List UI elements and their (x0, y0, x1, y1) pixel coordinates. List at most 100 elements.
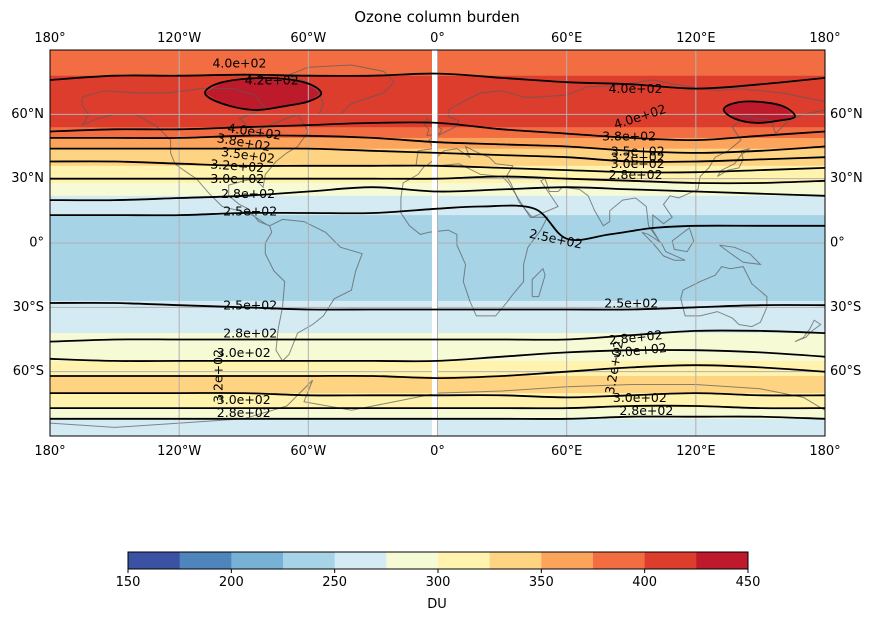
contour-line-300-13 (50, 404, 825, 410)
left-lat-label-3: 30°S (13, 300, 44, 315)
contour-line-400-1 (50, 121, 825, 142)
colorbar: 150 200 250 300 350 400 450 (116, 551, 761, 590)
bottom-lon-label-6: 180° (809, 444, 840, 459)
contour-line-layer (50, 72, 825, 420)
colorbar-tick-label-0: 150 (116, 575, 141, 590)
contour-label-11: 3.8e+02 (602, 128, 656, 143)
colorbar-swatch-10 (644, 552, 697, 569)
colorbar-tick-label-2: 250 (322, 575, 347, 590)
australia-coast (680, 266, 768, 328)
greenland-coast (285, 64, 396, 115)
colorbar-tick-label-1: 200 (219, 575, 244, 590)
contour-label-6: 3.0e+02 (210, 171, 264, 186)
bottom-lon-label-4: 60°E (551, 444, 582, 459)
top-lon-label-5: 120°E (676, 31, 716, 46)
contour-label-0: 4.0e+02 (212, 55, 266, 70)
contour-label-2: 4.0e+02 (227, 120, 283, 142)
contour-label-15: 2.8e+02 (609, 167, 663, 182)
contour-line-320-11 (50, 364, 825, 380)
colorbar-swatch-2 (231, 552, 284, 569)
contour-label-1: 4.2e+02 (245, 73, 299, 88)
colorbar-tick-label-5: 400 (632, 575, 657, 590)
right-lat-label-4: 60°S (830, 364, 861, 379)
bottom-lon-label-5: 120°E (676, 444, 716, 459)
contour-label-12: 3.5e+02 (611, 143, 665, 158)
contour-line-280-9 (50, 329, 825, 343)
colorbar-swatch-1 (179, 552, 232, 569)
plot-title: Ozone column burden (354, 8, 520, 26)
japan-coast (716, 148, 750, 177)
colorbar-tick-label-3: 300 (426, 575, 451, 590)
map-panel: 4.0e+024.2e+024.0e+023.8e+023.5e+023.2e+… (49, 49, 826, 437)
contour-label-18: 2.5e+02 (604, 296, 658, 311)
bottom-lon-label-2: 60°W (290, 444, 326, 459)
top-lon-label-4: 60°E (551, 31, 582, 46)
contour-label-26: 2.8e+02 (217, 405, 271, 420)
map-frame (49, 49, 826, 437)
contour-label-17: 2.5e+02 (223, 298, 277, 313)
right-lat-label-0: 60°N (830, 107, 863, 122)
colorbar-swatch-8 (541, 552, 594, 569)
colorbar-swatch-7 (489, 552, 542, 569)
north-america-coast (81, 88, 309, 227)
left-latitude-labels: 60°N 30°N 0° 30°S 60°S (11, 107, 44, 379)
contour-line-250-8 (50, 301, 825, 311)
colorbar-swatch-11 (696, 552, 749, 569)
right-lat-label-3: 30°S (830, 300, 861, 315)
left-lat-label-0: 60°N (11, 107, 44, 122)
africa-coast (400, 163, 549, 317)
contour-line-300-5 (50, 175, 825, 185)
contour-label-13: 3.2e+02 (611, 150, 665, 165)
top-lon-label-6: 180° (809, 31, 840, 46)
right-lat-label-2: 0° (830, 236, 845, 251)
contour-label-9: 4.0e+02 (609, 81, 663, 96)
contour-label-25: 3.0e+02 (217, 392, 271, 407)
colorbar-swatch-5 (386, 552, 439, 569)
contour-label-8: 2.5e+02 (223, 203, 277, 218)
left-lat-label-1: 30°N (11, 171, 44, 186)
left-lat-label-2: 0° (29, 236, 44, 251)
bottom-longitude-labels: 180° 120°W 60°W 0° 60°E 120°E 180° (34, 444, 840, 459)
contour-label-20: 3.0e+02 (217, 345, 271, 360)
bottom-lon-label-0: 180° (34, 444, 65, 459)
top-lon-label-0: 180° (34, 31, 65, 46)
colorbar-swatch-3 (283, 552, 336, 569)
top-lon-label-2: 60°W (290, 31, 326, 46)
south-america-coast (264, 218, 363, 362)
contour-label-14: 3.0e+02 (611, 156, 665, 171)
left-lat-label-4: 60°S (13, 364, 44, 379)
colorbar-tick-label-6: 450 (736, 575, 761, 590)
bottom-lon-label-1: 120°W (157, 444, 201, 459)
contour-label-7: 2.8e+02 (221, 186, 275, 201)
madagascar-coast (531, 267, 546, 298)
ozone-maximum-region-1 (723, 101, 795, 123)
contour-label-5: 3.2e+02 (210, 156, 265, 175)
contour-line-400-0 (50, 72, 825, 90)
contour-label-22: 3.0e+02 (612, 340, 667, 361)
borneo-coast (671, 227, 695, 253)
new-guinea-coast (719, 244, 762, 266)
new-zealand-coast (794, 319, 822, 343)
right-lat-label-1: 30°N (830, 171, 863, 186)
top-lon-label-3: 0° (430, 31, 445, 46)
cyclic-gap-line (432, 50, 437, 436)
contour-line-320-4 (50, 160, 825, 174)
contour-line-280-6 (50, 186, 825, 202)
top-lon-label-1: 120°W (157, 31, 201, 46)
contour-label-21: 2.8e+02 (608, 327, 663, 348)
contour-label-4: 3.5e+02 (220, 144, 276, 166)
contour-label-28: 2.8e+02 (619, 403, 673, 418)
indonesia-coast (641, 231, 686, 261)
contour-label-27: 3.0e+02 (613, 390, 667, 405)
contour-line-280-14 (50, 415, 825, 420)
colorbar-swatch-0 (128, 552, 181, 569)
contour-line-350-3 (50, 147, 825, 163)
colorbar-tick-label-4: 350 (529, 575, 554, 590)
eurasia-coast (415, 79, 825, 242)
contour-line-420-15 (204, 76, 323, 111)
contour-line-320-12 (50, 392, 825, 399)
ozone-maximum-region-0 (205, 77, 322, 110)
contour-label-19: 2.8e+02 (223, 326, 277, 341)
right-latitude-labels: 60°N 30°N 0° 30°S 60°S (830, 107, 863, 379)
